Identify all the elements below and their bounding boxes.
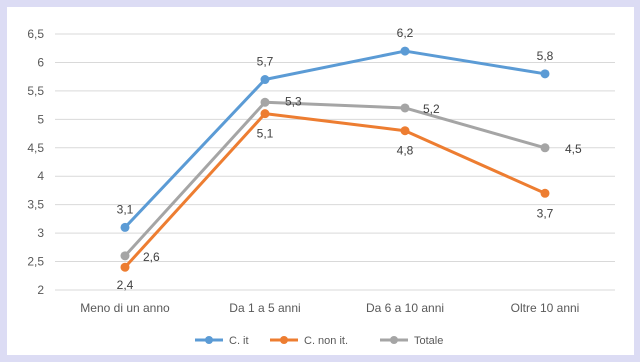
x-tick-label: Meno di un anno <box>80 301 170 315</box>
y-tick-label: 6 <box>37 55 44 69</box>
data-label: 3,1 <box>117 202 134 216</box>
data-label: 2,6 <box>143 250 160 264</box>
data-point-1 <box>120 222 130 232</box>
data-label: 5,1 <box>257 127 274 141</box>
legend-label: C. it <box>229 335 249 347</box>
y-tick-label: 6,5 <box>27 27 44 41</box>
data-point-2 <box>400 126 410 136</box>
data-label: 5,2 <box>423 102 440 116</box>
y-tick-label: 3 <box>37 226 44 240</box>
data-label: 5,7 <box>257 55 274 69</box>
y-tick-label: 2,5 <box>27 255 44 269</box>
data-label: 2,4 <box>117 278 134 292</box>
data-point-2 <box>120 262 130 272</box>
data-label: 3,7 <box>537 206 554 220</box>
legend-label: Totale <box>414 335 443 347</box>
legend-marker <box>390 336 398 344</box>
x-tick-label: Da 6 a 10 anni <box>366 301 444 315</box>
data-point-3 <box>540 143 550 153</box>
y-tick-label: 4 <box>37 169 44 183</box>
data-point-1 <box>400 46 410 56</box>
y-tick-label: 5 <box>37 112 44 126</box>
y-tick-label: 4,5 <box>27 141 44 155</box>
data-point-3 <box>260 97 270 107</box>
y-tick-label: 3,5 <box>27 198 44 212</box>
data-label: 5,3 <box>285 94 302 108</box>
data-label: 6,2 <box>397 26 414 40</box>
data-point-1 <box>260 75 270 85</box>
data-point-2 <box>540 188 550 198</box>
y-tick-label: 2 <box>37 283 44 297</box>
data-label: 4,5 <box>565 142 582 156</box>
legend-marker <box>280 336 288 344</box>
legend-label: C. non it. <box>304 335 348 347</box>
data-label: 4,8 <box>397 144 414 158</box>
series-line-3 <box>123 100 547 258</box>
data-point-1 <box>540 69 550 79</box>
series-line-2 <box>123 112 547 269</box>
data-point-3 <box>400 103 410 113</box>
series-line-1 <box>123 49 547 229</box>
data-label: 5,8 <box>537 49 554 63</box>
data-point-3 <box>120 251 130 261</box>
legend-marker <box>205 336 213 344</box>
data-point-2 <box>260 109 270 119</box>
x-tick-label: Oltre 10 anni <box>511 301 580 315</box>
y-tick-label: 5,5 <box>27 84 44 98</box>
x-tick-label: Da 1 a 5 anni <box>229 301 300 315</box>
